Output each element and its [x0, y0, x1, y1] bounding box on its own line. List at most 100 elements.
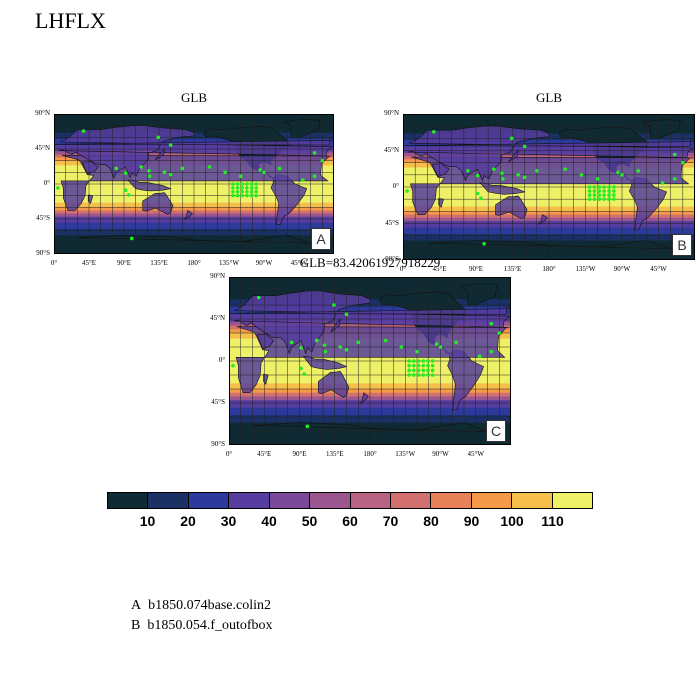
- station-marker: [434, 342, 439, 346]
- station-marker: [235, 186, 240, 190]
- station-marker: [302, 372, 306, 376]
- station-marker: [500, 177, 505, 181]
- station-marker: [660, 181, 665, 185]
- station-marker: [587, 197, 592, 201]
- station-marker: [126, 193, 131, 197]
- station-marker: [254, 182, 259, 186]
- continent-shape: [233, 289, 511, 355]
- lon-tick-label: 45°E: [432, 265, 447, 273]
- station-marker: [383, 338, 388, 343]
- station-marker: [592, 185, 597, 189]
- station-marker: [592, 189, 597, 193]
- legend-name: b1850.054.f_outofbox: [147, 618, 273, 633]
- colorbar-tick-label: 90: [463, 513, 480, 529]
- lon-tick-label: 45°W: [467, 450, 484, 458]
- lat-tick-label: 90°N: [35, 109, 50, 117]
- lat-tick-label: 45°S: [36, 214, 50, 222]
- colorbar-swatch: [188, 493, 230, 508]
- map-canvas: [229, 277, 511, 445]
- station-marker: [344, 312, 349, 317]
- continent-shape: [270, 174, 308, 225]
- station-marker: [416, 363, 421, 368]
- station-marker: [454, 340, 458, 345]
- station-marker: [475, 191, 480, 196]
- station-marker: [238, 174, 243, 179]
- lon-tick-label: 0°: [50, 259, 58, 267]
- station-marker: [430, 359, 435, 363]
- colorbar-swatch: [229, 493, 270, 508]
- station-marker: [168, 172, 173, 177]
- station-marker: [612, 189, 616, 193]
- panel-a-tag: A: [311, 228, 331, 250]
- station-marker: [587, 185, 592, 189]
- station-marker: [123, 171, 128, 175]
- station-marker: [509, 136, 514, 141]
- colorbar-tick-label: 20: [180, 513, 196, 529]
- station-marker: [407, 368, 411, 373]
- colorbar-swatch: [310, 493, 351, 508]
- colorbar-swatch: [431, 493, 472, 508]
- station-marker: [672, 152, 677, 157]
- station-marker: [602, 193, 606, 197]
- station-marker: [500, 171, 504, 176]
- continent-shape: [183, 209, 193, 221]
- station-marker: [421, 373, 426, 377]
- station-marker: [245, 182, 249, 186]
- station-marker: [147, 168, 151, 173]
- lon-tick-label: 0°: [399, 265, 407, 273]
- station-marker: [156, 135, 161, 140]
- station-marker: [254, 189, 259, 194]
- station-marker: [123, 188, 128, 193]
- lon-tick-label: 90°E: [116, 259, 132, 267]
- station-marker: [416, 368, 421, 373]
- station-marker: [430, 363, 435, 368]
- station-marker: [522, 175, 527, 180]
- station-marker: [207, 165, 212, 169]
- station-marker: [81, 129, 86, 133]
- station-marker: [616, 170, 620, 175]
- station-marker: [620, 173, 624, 177]
- station-marker: [240, 182, 245, 186]
- continent-shape: [58, 124, 334, 179]
- station-marker: [258, 168, 262, 172]
- station-marker: [249, 186, 254, 190]
- station-marker: [407, 373, 411, 377]
- colorbar: [107, 492, 593, 509]
- station-marker: [522, 144, 527, 149]
- colorbar-swatch: [148, 493, 189, 508]
- station-marker: [579, 173, 584, 177]
- colorbar-tick-label: 30: [220, 513, 237, 529]
- colorbar-tick-label: 60: [342, 513, 358, 529]
- lon-tick-label: 90°W: [255, 259, 273, 267]
- station-marker: [597, 189, 602, 193]
- lat-tick-label: 90°S: [211, 440, 225, 448]
- lon-tick-label: 180°: [363, 450, 377, 458]
- station-marker: [430, 373, 435, 377]
- station-marker: [426, 363, 430, 368]
- colorbar-swatch: [350, 493, 391, 508]
- lat-tick-label: 90°S: [36, 249, 50, 257]
- station-marker: [607, 193, 611, 197]
- station-marker: [249, 182, 254, 186]
- station-marker: [129, 236, 134, 241]
- lon-tick-label: 90°W: [613, 265, 631, 273]
- lon-tick-label: 135°W: [219, 259, 239, 267]
- map-border: [229, 277, 511, 445]
- station-marker: [245, 186, 249, 190]
- station-marker: [430, 368, 435, 373]
- station-marker: [231, 363, 235, 368]
- station-marker: [356, 340, 361, 345]
- lat-tick-label: 45°S: [385, 218, 399, 227]
- panel-c-title: GLB=83.42061927918229: [299, 255, 441, 270]
- panel-b-map: [403, 114, 695, 260]
- station-marker: [312, 174, 317, 179]
- lon-tick-label: 135°W: [395, 450, 416, 458]
- station-marker: [168, 143, 173, 147]
- lat-tick-label: 0°: [43, 179, 50, 187]
- station-marker: [426, 368, 430, 373]
- station-marker: [254, 186, 259, 190]
- station-marker: [407, 363, 411, 368]
- continent-shape: [359, 392, 369, 405]
- station-marker: [597, 197, 602, 201]
- legend-key: A: [131, 598, 142, 613]
